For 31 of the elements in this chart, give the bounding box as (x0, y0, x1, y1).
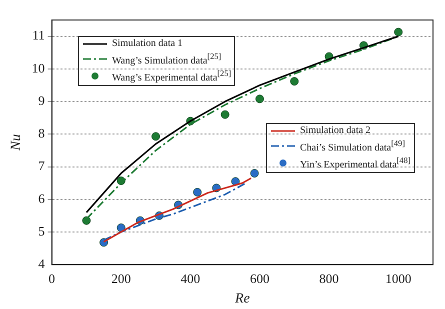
x-tick-label: 1000 (385, 270, 412, 286)
legend-label: Simulation data 1 (112, 37, 183, 50)
legend-label: Wang’s Experimental data$^{[25]}$ (112, 68, 232, 85)
x-tick-label: 400 (180, 270, 200, 286)
point (255, 94, 264, 104)
point (152, 132, 160, 141)
y-tick-label: 4 (38, 256, 46, 272)
y-tick-label: 9 (38, 92, 45, 108)
x-tick-label: 800 (319, 270, 339, 286)
y-tick-label: 6 (38, 190, 46, 206)
point (290, 77, 299, 86)
point (193, 188, 202, 196)
point (82, 216, 91, 225)
point (394, 28, 403, 36)
y-axis-title: Nu (9, 134, 24, 152)
y-tick-label: 7 (38, 158, 46, 174)
y-tick-label: 5 (38, 223, 45, 238)
point (250, 169, 259, 178)
x-tick-label: 0 (48, 270, 56, 286)
point (116, 223, 126, 232)
legend-label: Simulation data 2 (300, 124, 371, 137)
y-tick-label: 11 (32, 28, 45, 43)
legend-label: Yin’s Experimental data$^{[48]}$ (300, 155, 411, 172)
legend-label: Wang’s Simulation data$^{[25]}$ (112, 51, 222, 68)
y-tick-label: 8 (38, 126, 45, 141)
x-axis-title: Re (234, 291, 250, 306)
legend-label: Chai’s Simulation data$^{[49]}$ (300, 138, 405, 154)
x-tick-label: 200 (111, 270, 131, 286)
y-tick-label: 10 (32, 60, 45, 76)
point (220, 110, 230, 119)
x-tick-label: 600 (250, 270, 270, 286)
